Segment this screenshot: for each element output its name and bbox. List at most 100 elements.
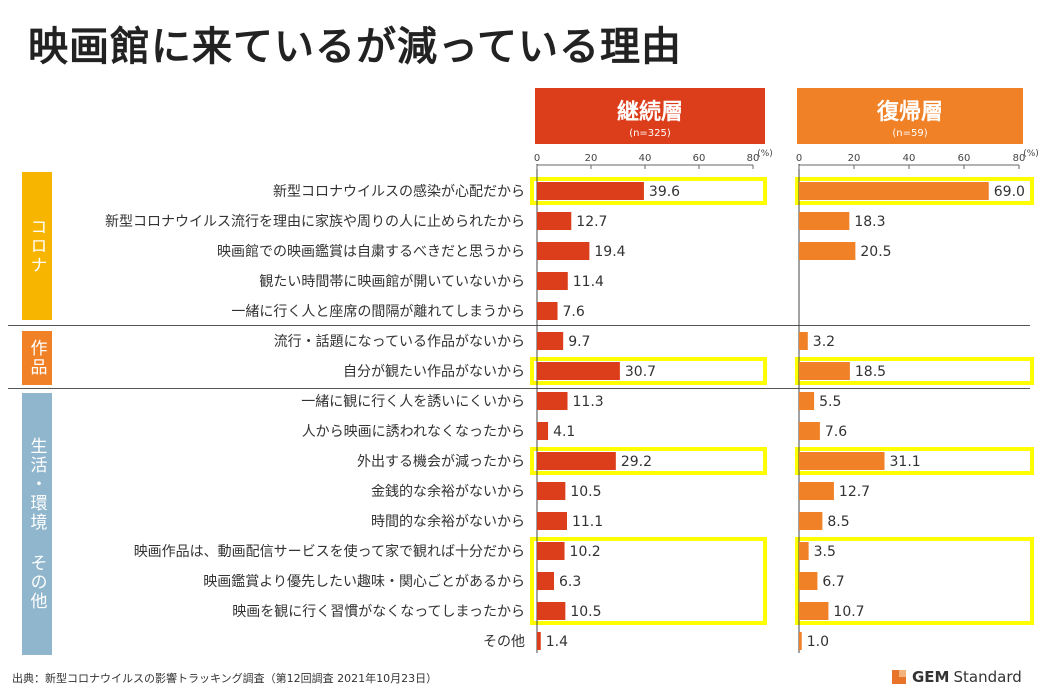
data-label: 12.7: [576, 214, 607, 230]
question-label: 観たい時間帯に映画館が開いていないから: [259, 274, 525, 290]
highlight-box: [530, 357, 767, 385]
question-label: 人から映画に誘われなくなったから: [301, 424, 525, 440]
category-label: 生活・環境 その他: [26, 437, 47, 611]
bar: [537, 542, 565, 560]
highlight-box: [530, 447, 767, 475]
bar: [799, 572, 818, 590]
highlight-box: [530, 537, 767, 625]
bar: [537, 212, 572, 230]
logo-text-bold: GEM: [912, 668, 950, 686]
x-tick-label: 60: [693, 153, 706, 164]
section-divider: [8, 388, 1030, 389]
bar: [799, 452, 885, 470]
bar: [537, 482, 566, 500]
data-label: 5.5: [819, 394, 841, 410]
data-label: 19.4: [594, 244, 625, 260]
bar: [537, 302, 558, 320]
data-label: 7.6: [563, 304, 585, 320]
data-label: 10.7: [833, 604, 864, 620]
bar: [537, 572, 555, 590]
category-label: 作品: [26, 339, 47, 377]
data-label: 8.5: [827, 514, 849, 530]
bar: [799, 242, 856, 260]
data-label: 31.1: [890, 454, 921, 470]
category-lifestyle: 生活・環境 その他: [22, 393, 52, 655]
company-logo: GEM Standard: [892, 668, 1022, 686]
bar: [537, 422, 549, 440]
panel-title: 復帰層: [876, 100, 943, 125]
question-label: 金銭的な余裕がないから: [371, 484, 525, 500]
x-tick-label: 0: [534, 153, 540, 164]
x-tick-label: 40: [903, 153, 916, 164]
data-label: 1.0: [807, 634, 829, 650]
unit-label: (%): [757, 149, 773, 159]
question-label: 映画鑑賞より優先したい趣味・関心ごとがあるから: [203, 574, 525, 590]
data-label: 18.3: [854, 214, 885, 230]
data-label: 10.5: [570, 604, 601, 620]
x-tick-label: 20: [848, 153, 861, 164]
source-note: 出典：新型コロナウイルスの影響トラッキング調査（第12回調査 2021年10月2…: [12, 672, 438, 685]
bar: [537, 332, 564, 350]
bar: [537, 272, 568, 290]
data-label: 69.0: [994, 184, 1025, 200]
highlight-box: [795, 537, 1034, 625]
bar: [799, 392, 815, 410]
bar: [799, 512, 823, 530]
x-tick-label: 80: [1013, 153, 1026, 164]
data-label: 6.3: [559, 574, 581, 590]
data-label: 20.5: [860, 244, 891, 260]
bar: [799, 602, 829, 620]
data-label: 29.2: [621, 454, 652, 470]
question-label: 映画を観に行く習慣がなくなってしまったから: [232, 604, 525, 620]
data-label: 10.2: [570, 544, 601, 560]
data-label: 39.6: [649, 184, 680, 200]
bar: [799, 362, 850, 380]
category-label: コロナ: [26, 217, 47, 275]
bar: [799, 542, 809, 560]
page-title: 映画館に来ているが減っている理由: [28, 24, 682, 70]
x-tick-label: 80: [747, 153, 760, 164]
highlight-box: [795, 447, 1034, 475]
panel-sample-size: (n=325): [629, 128, 671, 139]
data-label: 12.7: [839, 484, 870, 500]
bar: [537, 362, 620, 380]
logo-text: Standard: [953, 668, 1022, 686]
bar: [799, 632, 802, 650]
question-label: 新型コロナウイルスの感染が心配だから: [273, 184, 525, 200]
highlight-box: [795, 357, 1034, 385]
bar: [537, 512, 567, 530]
data-label: 11.4: [573, 274, 604, 290]
bar: [799, 482, 834, 500]
data-label: 1.4: [546, 634, 568, 650]
unit-label: (%): [1023, 149, 1039, 159]
section-divider: [8, 325, 1030, 326]
data-label: 7.6: [825, 424, 847, 440]
question-label: その他: [483, 634, 525, 650]
data-label: 11.3: [573, 394, 604, 410]
question-label: 新型コロナウイルス流行を理由に家族や周りの人に止められたから: [105, 214, 525, 230]
category-works: 作品: [22, 331, 52, 385]
category-corona: コロナ: [22, 172, 52, 320]
question-label: 一緒に行く人と座席の間隔が離れてしまうから: [231, 304, 525, 320]
question-label: 一緒に観に行く人を誘いにくいから: [301, 394, 525, 410]
x-tick-label: 40: [639, 153, 652, 164]
data-label: 30.7: [625, 364, 656, 380]
data-label: 6.7: [822, 574, 844, 590]
bar: [537, 602, 566, 620]
question-label: 時間的な余裕がないから: [371, 514, 525, 530]
data-label: 9.7: [568, 334, 590, 350]
x-tick-label: 0: [796, 153, 802, 164]
data-label: 3.2: [813, 334, 835, 350]
bar: [799, 422, 820, 440]
bar: [537, 242, 590, 260]
bar: [537, 452, 616, 470]
bar: [537, 182, 644, 200]
x-tick-label: 60: [958, 153, 971, 164]
bar: [799, 182, 989, 200]
panel-title: 継続層: [616, 100, 683, 125]
bar: [799, 332, 808, 350]
question-label: 流行・話題になっている作品がないから: [273, 334, 525, 350]
highlight-box: [530, 177, 767, 205]
question-label: 外出する機会が減ったから: [357, 454, 525, 470]
